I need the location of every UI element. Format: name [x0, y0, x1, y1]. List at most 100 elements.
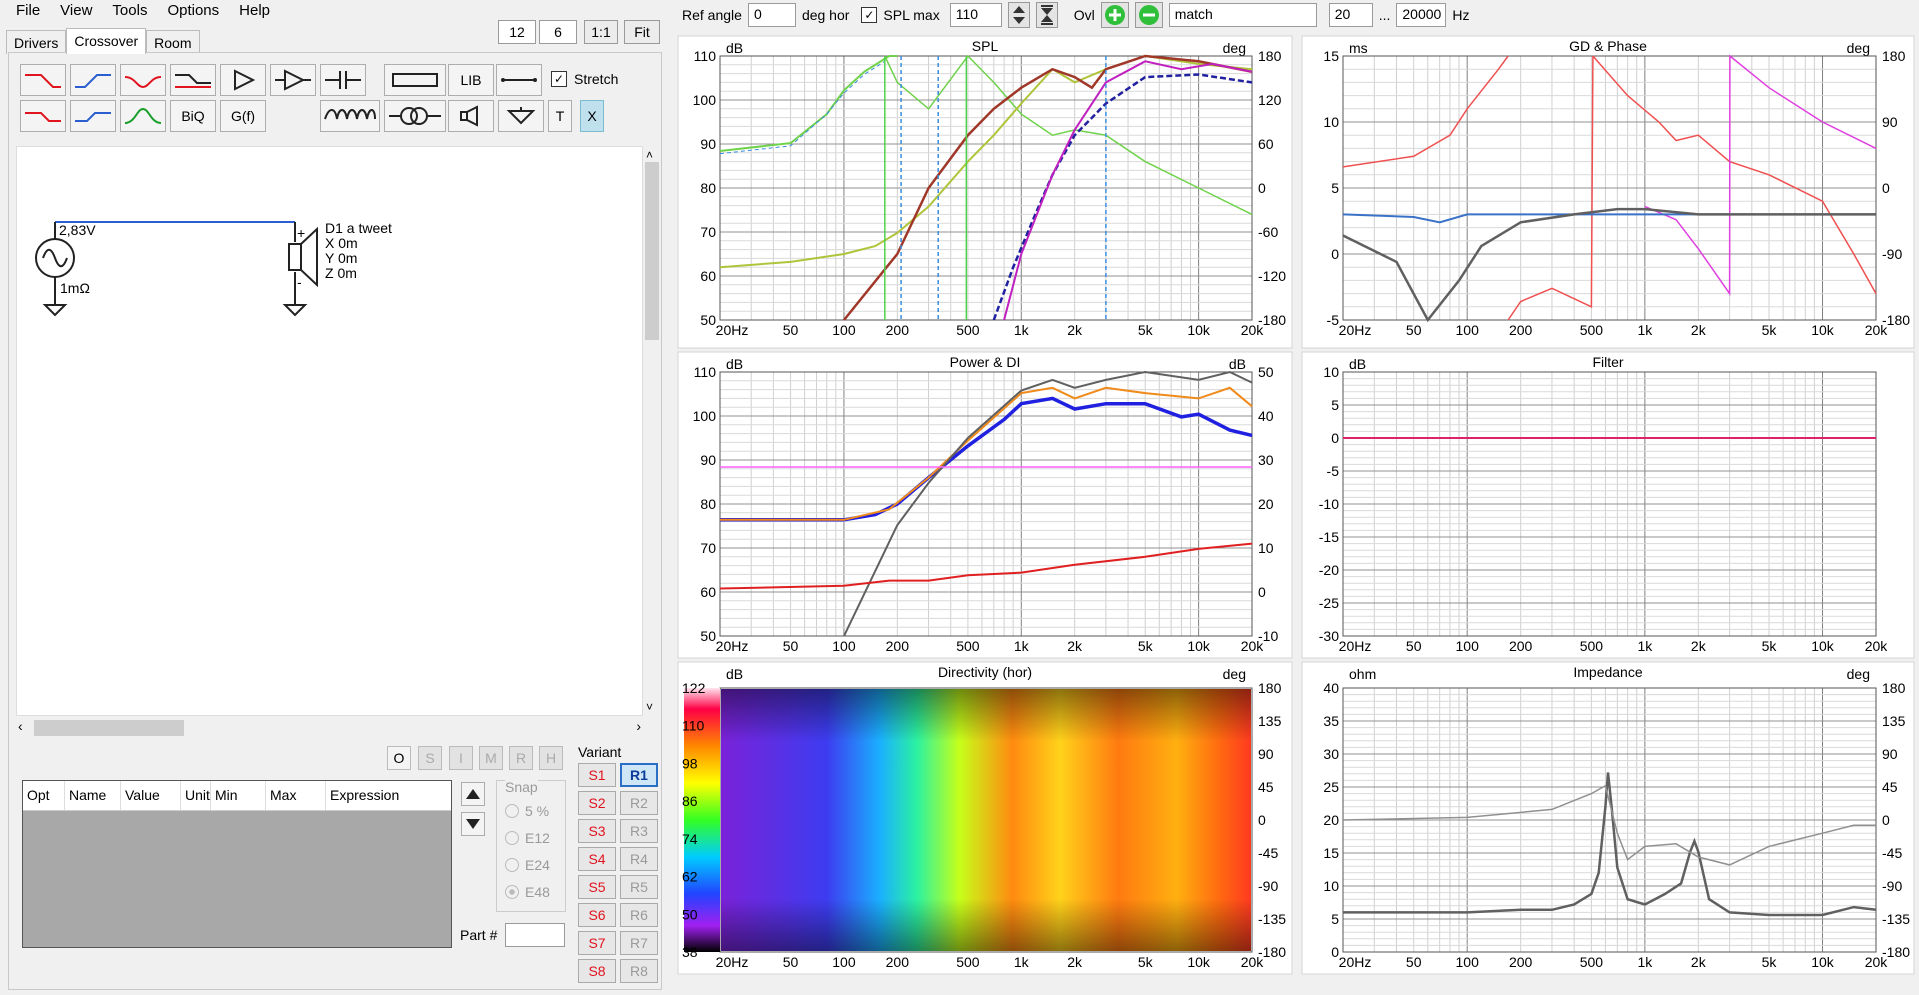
variant-r4-button[interactable]: R4 [620, 847, 658, 871]
variant-r7-button[interactable]: R7 [620, 931, 658, 955]
remove-overlay-icon[interactable] [1134, 2, 1163, 28]
snap-option-e48[interactable]: E48 [505, 884, 550, 900]
grid-header-max[interactable]: Max [266, 781, 326, 810]
add-overlay-icon[interactable] [1100, 2, 1129, 28]
resistor-icon[interactable] [384, 64, 446, 96]
speaker-icon[interactable] [448, 100, 494, 132]
grid-header-unit[interactable]: Unit [181, 781, 211, 810]
spl-max-checkbox[interactable]: ✓ [861, 7, 878, 23]
spl-chart[interactable]: SPL dB deg 110 100 90 80 70 60 50 180 120 60 0 -60 -120… [677, 35, 1293, 349]
snap-option-5[interactable]: 5 % [505, 803, 549, 819]
scroll-left-icon[interactable]: ‹ [18, 718, 23, 734]
variant-s5-button[interactable]: S5 [578, 875, 616, 899]
tab-drivers[interactable]: Drivers [6, 30, 67, 54]
filter-freq-tick: 100 [1456, 638, 1480, 654]
variant-r6-button[interactable]: R6 [620, 903, 658, 927]
directivity-scale-tick: 98 [682, 755, 698, 771]
horizontal-scroll-thumb[interactable] [34, 720, 184, 736]
menu-help[interactable]: Help [239, 2, 271, 19]
inductor-icon[interactable] [320, 100, 380, 132]
variant-s3-button[interactable]: S3 [578, 819, 616, 843]
canvas-vertical-scrollbar[interactable]: ˄ ˅ [643, 146, 661, 716]
grid-header-expression[interactable]: Expression [330, 787, 400, 803]
variant-r8-button[interactable]: R8 [620, 959, 658, 983]
canvas-horizontal-scrollbar[interactable]: ‹ › [16, 716, 643, 740]
freq-low-input[interactable]: 20 [1328, 3, 1373, 27]
zoom-b-field[interactable]: 6 [539, 20, 577, 44]
transfer-function-button[interactable]: G(f) [220, 100, 266, 132]
dir-chart[interactable]: Directivity (hor) dB deg 180 135 90 45 0 -45 -90 -… [677, 661, 1293, 975]
highpass2-icon[interactable] [70, 100, 116, 132]
overlay-match-input[interactable]: match [1168, 3, 1317, 27]
ground-icon[interactable] [498, 100, 544, 132]
grid-header-opt[interactable]: Opt [23, 781, 65, 810]
buffer-icon[interactable] [270, 64, 316, 96]
zoom-a-field[interactable]: 12 [498, 20, 536, 44]
amplifier-icon[interactable] [220, 64, 266, 96]
variant-s2-button[interactable]: S2 [578, 791, 616, 815]
freq-high-input[interactable]: 20000 [1396, 3, 1447, 27]
scroll-up-icon[interactable]: ˄ [646, 148, 654, 162]
shelf-icon[interactable] [170, 64, 216, 96]
bandpass-icon[interactable] [120, 100, 166, 132]
variant-r3-button[interactable]: R3 [620, 819, 658, 843]
fit-button[interactable]: Fit [624, 20, 660, 44]
opt-h-button[interactable]: H [539, 746, 563, 770]
t-button[interactable]: T [548, 100, 572, 132]
variant-r5-button[interactable]: R5 [620, 875, 658, 899]
tab-crossover[interactable]: Crossover [66, 28, 147, 54]
snap-option-e24[interactable]: E24 [505, 857, 550, 873]
opt-s-button[interactable]: S [418, 746, 442, 770]
notch-icon[interactable] [120, 64, 166, 96]
scroll-down-icon[interactable]: ˅ [646, 700, 654, 714]
library-button[interactable]: LIB [448, 64, 494, 96]
move-down-icon[interactable] [461, 812, 485, 836]
menu-file[interactable]: File [16, 2, 41, 19]
auto-range-icon[interactable] [1035, 2, 1058, 28]
capacitor-icon[interactable] [320, 64, 366, 96]
ref-angle-input[interactable]: 0 [747, 3, 796, 27]
opt-m-button[interactable]: M [479, 746, 503, 770]
vertical-scroll-thumb[interactable] [645, 162, 659, 340]
stretch-checkbox[interactable]: ✓ [551, 71, 567, 87]
menu-view[interactable]: View [60, 2, 93, 19]
menu-tools[interactable]: Tools [112, 2, 148, 19]
opt-i-button[interactable]: I [449, 746, 473, 770]
spl-max-input[interactable]: 110 [949, 3, 1002, 27]
opt-r-button[interactable]: R [509, 746, 533, 770]
highpass-icon[interactable] [70, 64, 116, 96]
parameter-grid[interactable]: Opt Name Value Unit Min Max Expression [22, 780, 452, 948]
variant-s8-button[interactable]: S8 [578, 959, 616, 983]
variant-s1-button[interactable]: S1 [578, 763, 616, 787]
one-to-one-button[interactable]: 1:1 [584, 20, 618, 44]
biquad-button[interactable]: BiQ [170, 100, 216, 132]
grid-header-min[interactable]: Min [211, 781, 266, 810]
variant-s7-button[interactable]: S7 [578, 931, 616, 955]
grid-header-name[interactable]: Name [65, 781, 121, 810]
power-freq-tick: 500 [956, 638, 980, 654]
move-up-icon[interactable] [461, 782, 485, 806]
variant-s6-button[interactable]: S6 [578, 903, 616, 927]
dir-right-tick: 0 [1258, 812, 1266, 828]
transformer-icon[interactable] [384, 100, 446, 132]
variant-r1-button[interactable]: R1 [620, 763, 658, 787]
wire-icon[interactable] [496, 64, 542, 96]
variant-s4-button[interactable]: S4 [578, 847, 616, 871]
variant-r2-button[interactable]: R2 [620, 791, 658, 815]
spin-updown-icon[interactable] [1007, 2, 1030, 28]
lowpass2-icon[interactable] [20, 100, 66, 132]
lowpass-icon[interactable] [20, 64, 66, 96]
scroll-right-icon[interactable]: › [636, 718, 641, 734]
opt-o-button[interactable]: O [387, 746, 411, 770]
x-button[interactable]: X [580, 100, 604, 132]
menu-options[interactable]: Options [167, 2, 220, 19]
snap-option-e12[interactable]: E12 [505, 830, 550, 846]
tab-room[interactable]: Room [146, 30, 200, 54]
grid-header-value[interactable]: Value [121, 781, 181, 810]
part-number-input[interactable] [505, 923, 565, 947]
schematic-canvas[interactable]: 2,83V 1mΩ + - D1 a tweet X 0m Y 0m Z 0m [16, 146, 643, 716]
